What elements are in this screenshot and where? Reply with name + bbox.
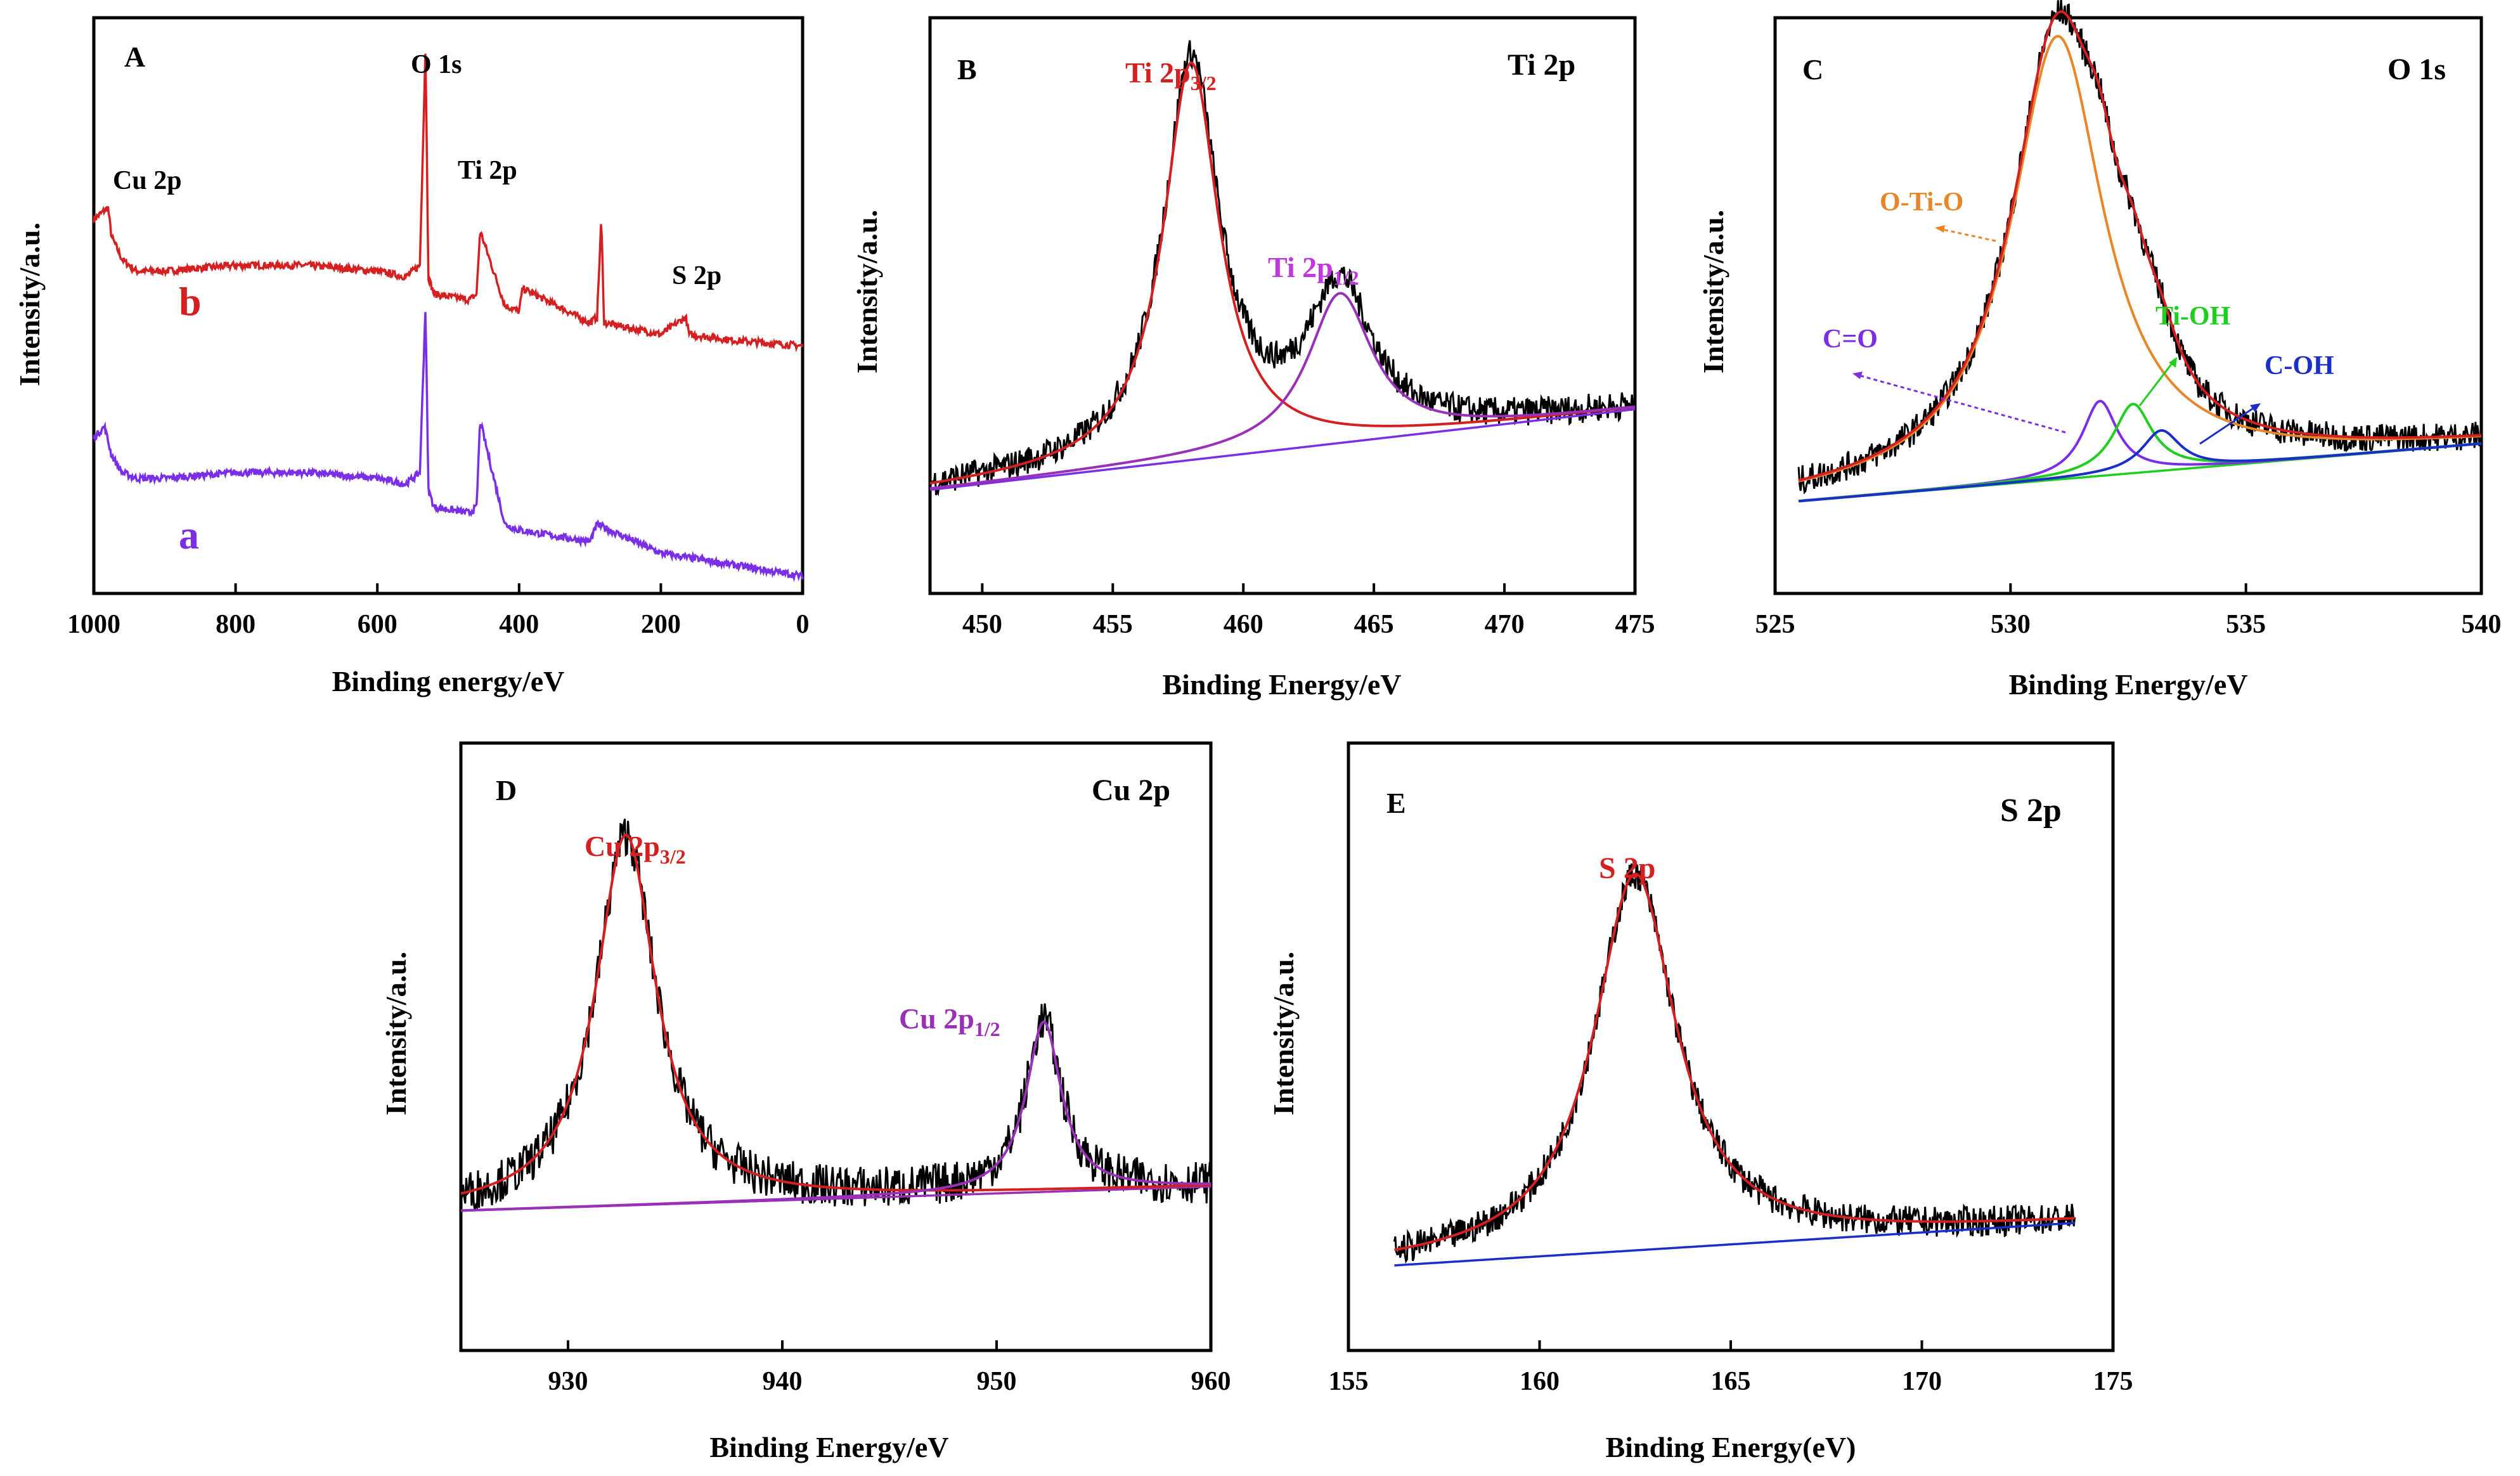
panel-c-plot	[1797, 0, 2483, 503]
co-annotation: C=O	[1823, 325, 1878, 354]
panel-d-ylabel: Intensity/a.u.	[380, 952, 412, 1115]
panel-b-label: B	[957, 53, 977, 86]
cu2p12-annotation: Cu 2p1/2	[899, 1002, 1000, 1040]
panel-d-frame	[459, 741, 1213, 1352]
raw-spectrum-line	[929, 40, 1636, 497]
x-tick-label: 160	[1520, 1367, 1560, 1396]
x-tick-label: 940	[763, 1367, 803, 1396]
series-b-label: b	[179, 279, 202, 324]
panel-b-frame	[928, 16, 1637, 595]
x-tick-label: 155	[1329, 1367, 1369, 1396]
peak-fit-ti-2p1-2	[929, 292, 1636, 490]
x-tick-label: 525	[1755, 610, 1795, 639]
panel-e-xlabel: Binding Energy(eV)	[1606, 1431, 1856, 1463]
peak-fit-o-ti-o	[1798, 35, 2482, 482]
panel-d-xlabel: Binding Energy/eV	[709, 1431, 948, 1463]
panel-c: 525 530 535 540 C O 1s O-Ti-O Ti-OH C=O C-O…	[1697, 0, 2502, 701]
ti2p32-annotation: Ti 2p3/2	[1125, 56, 1217, 94]
o1s-annotation: O 1s	[411, 50, 462, 79]
panel-d-title: Cu 2p	[1092, 774, 1170, 807]
annotation-arrows	[1852, 225, 2261, 445]
cu2p32-annotation: Cu 2p3/2	[585, 830, 686, 868]
series-a-label: a	[179, 512, 199, 557]
panel-e-plot	[1393, 862, 2076, 1267]
panel-b-title: Ti 2p	[1508, 48, 1575, 82]
x-tick-label: 950	[977, 1367, 1017, 1396]
cu2p-annotation: Cu 2p	[113, 166, 182, 195]
x-tick-label: 800	[216, 610, 255, 639]
x-tick-label: 960	[1191, 1367, 1231, 1396]
panel-e-ticks: 155 160 165 170 175	[1329, 1340, 2133, 1396]
panel-e-label: E	[1386, 787, 1406, 819]
x-tick-label: 930	[548, 1367, 588, 1396]
panel-c-ylabel: Intensity/a.u.	[1697, 210, 1729, 373]
panel-e: 155 160 165 170 175 E S 2p S 2p Binding Ener…	[1267, 741, 2133, 1463]
tioh-annotation: Ti-OH	[2155, 302, 2230, 331]
series-b-line	[93, 53, 804, 353]
x-tick-label: 175	[2093, 1367, 2133, 1396]
panel-d-ticks: 930 940 950 960	[548, 1340, 1231, 1396]
panel-b-ylabel: Intensity/a.u.	[851, 210, 883, 373]
panel-e-title: S 2p	[2000, 793, 2062, 829]
coh-annotation: C-OH	[2265, 351, 2334, 380]
panel-d: 930 940 950 960 D Cu 2p Cu 2p3/2 Cu 2p1/2 B…	[380, 741, 1231, 1463]
x-tick-label: 400	[499, 610, 539, 639]
x-tick-label: 0	[796, 610, 810, 639]
x-tick-label: 170	[1902, 1367, 1942, 1396]
fit-envelope-line	[1798, 10, 2482, 482]
panel-c-label: C	[1802, 53, 1823, 86]
ti2p12-annotation: Ti 2p1/2	[1268, 251, 1359, 289]
x-tick-label: 165	[1711, 1367, 1751, 1396]
panel-b-xlabel: Binding Energy/eV	[1162, 668, 1401, 701]
x-tick-label: 465	[1354, 610, 1394, 639]
s2p-annotation: S 2p	[672, 261, 721, 290]
x-tick-label: 470	[1485, 610, 1525, 639]
peak-fit-s-2p	[1394, 872, 2075, 1252]
baseline-line	[1394, 1222, 2075, 1267]
x-tick-label: 475	[1615, 610, 1655, 639]
panel-c-ticks: 525 530 535 540	[1755, 583, 2502, 639]
s2p-peak-annotation: S 2p	[1599, 851, 1655, 885]
x-tick-label: 535	[2226, 610, 2266, 639]
series-a-line	[93, 312, 804, 582]
peak-fit-cu-2p1-2	[460, 1020, 1211, 1212]
x-tick-label: 200	[641, 610, 681, 639]
raw-spectrum-line	[1797, 0, 2483, 495]
panel-c-xlabel: Binding Energy/eV	[2008, 668, 2247, 701]
panel-c-title: O 1s	[2388, 53, 2446, 86]
peak-fit-cu-2p3-2	[460, 833, 1211, 1195]
ti2p-annotation: Ti 2p	[458, 156, 517, 185]
panel-d-label: D	[496, 774, 517, 806]
panel-a-ylabel: Intensity/a.u.	[13, 223, 46, 386]
panel-a-frame	[92, 16, 804, 595]
x-tick-label: 540	[2462, 610, 2502, 639]
x-tick-label: 530	[1991, 610, 2031, 639]
x-tick-label: 1000	[67, 610, 120, 639]
x-tick-label: 600	[358, 610, 397, 639]
panel-c-frame	[1773, 16, 2483, 595]
raw-spectrum-line	[1393, 862, 2076, 1264]
x-tick-label: 450	[962, 610, 1002, 639]
panel-e-frame	[1347, 741, 2115, 1352]
panel-b-plot	[929, 40, 1636, 497]
raw-spectrum-line	[460, 819, 1212, 1211]
panel-d-plot	[460, 819, 1212, 1212]
peak-fit-c-oh	[1798, 429, 2482, 503]
panel-a-plot	[93, 53, 804, 582]
panel-b-ticks: 450 455 460 465 470 475	[962, 583, 1655, 639]
panel-b: 450 455 460 465 470 475 B Ti 2p Ti 2p3/2 Ti 2…	[851, 16, 1655, 701]
x-tick-label: 460	[1224, 610, 1263, 639]
panel-e-ylabel: Intensity/a.u.	[1267, 952, 1300, 1115]
panel-a-xlabel: Binding energy/eV	[332, 665, 565, 697]
panel-a-label: A	[124, 41, 145, 73]
baseline-line	[929, 408, 1636, 491]
panel-a-ticks: 1000 800 600 400 200 0	[67, 583, 810, 639]
x-tick-label: 455	[1093, 610, 1133, 639]
panel-a: 1000 800 600 400 200 0 A Cu 2p O 1s Ti 2p S 2…	[13, 16, 810, 697]
otio-annotation: O-Ti-O	[1880, 188, 1963, 217]
